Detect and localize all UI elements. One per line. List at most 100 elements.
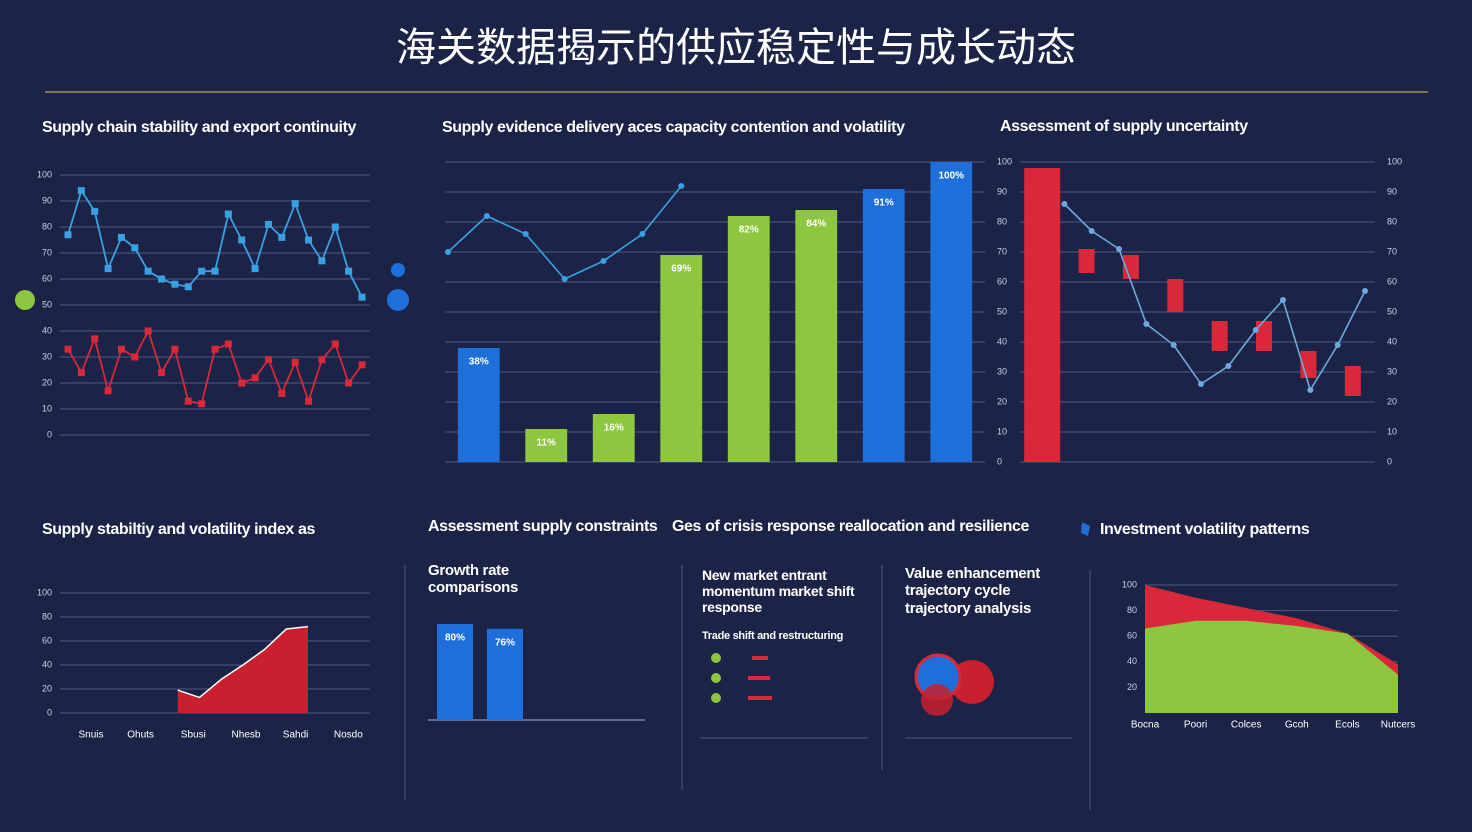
x-tick-label: Sbusi: [181, 730, 206, 741]
point: [264, 356, 272, 364]
y-tick-label: 0: [997, 456, 1002, 466]
point: [144, 267, 152, 275]
point: [77, 187, 85, 195]
y-tick-label: 70: [997, 246, 1007, 256]
point: [104, 387, 112, 395]
point: [678, 183, 685, 189]
candle: [1167, 279, 1184, 312]
legend-swatch: [748, 676, 770, 680]
y-tick-label: 20: [42, 683, 52, 693]
point: [131, 244, 139, 252]
point: [639, 231, 646, 237]
x-tick-label: Ecols: [1335, 720, 1359, 731]
point: [64, 345, 72, 353]
point: [158, 275, 166, 283]
point: [1362, 288, 1368, 294]
point: [171, 280, 179, 288]
x-tick-label: Snuis: [78, 730, 103, 741]
point: [158, 369, 166, 377]
y-tick-label: 100: [37, 169, 52, 179]
point: [291, 200, 299, 208]
y-tick-label: 30: [42, 351, 52, 361]
y-tick-label: 30: [1387, 366, 1397, 376]
point: [104, 265, 112, 273]
point: [345, 379, 353, 387]
point: [198, 400, 206, 408]
panel-subtitle: Trade shift and restructuring: [702, 630, 844, 642]
point: [600, 258, 607, 264]
point: [1170, 342, 1177, 348]
y-tick-label: 10: [1387, 426, 1397, 436]
point: [91, 335, 99, 343]
value-label: 11%: [537, 438, 557, 449]
page-title: 海关数据揭示的供应稳定性与成长动态: [396, 25, 1076, 71]
x-tick-label: Gcoh: [1285, 720, 1309, 731]
series-line: [67, 328, 363, 405]
point: [305, 397, 313, 405]
y-tick-label: 60: [997, 276, 1007, 286]
decor-icon: [1081, 522, 1090, 536]
x-tick-label: Bocna: [1131, 720, 1160, 731]
candle: [1256, 321, 1273, 351]
point: [264, 220, 272, 228]
point: [318, 257, 326, 265]
value-label: 91%: [874, 198, 894, 209]
point: [171, 345, 179, 353]
y-tick-label: 50: [997, 306, 1007, 316]
point: [77, 369, 85, 377]
x-tick-label: Poori: [1184, 720, 1207, 731]
y-tick-label: 0: [1387, 456, 1392, 466]
y-tick-label: 70: [1387, 246, 1397, 256]
point: [131, 353, 139, 361]
chart-title: Supply stabiltiy and volatility index as: [42, 521, 315, 538]
point: [238, 236, 246, 244]
y-tick-label: 40: [42, 325, 52, 335]
panel-title: New market entrant momentum market shift…: [702, 567, 855, 616]
area: [1145, 620, 1398, 713]
series-line: [67, 188, 363, 298]
y-tick-label: 70: [42, 247, 52, 257]
point: [184, 283, 192, 291]
bar: [525, 429, 568, 462]
value-label: 38%: [469, 357, 489, 368]
x-tick-label: Nhesb: [232, 730, 261, 741]
point: [358, 361, 366, 369]
bar: [727, 216, 770, 462]
bar: [930, 162, 973, 462]
legend-swatch: [752, 656, 768, 660]
x-tick-label: Ohuts: [127, 730, 154, 741]
y-tick-label: 90: [997, 186, 1007, 196]
x-tick-label: Sahdi: [283, 730, 309, 741]
point: [117, 345, 125, 353]
y-tick-label: 60: [1387, 276, 1397, 286]
legend-dot: [711, 653, 721, 663]
point: [144, 327, 152, 335]
bar: [592, 414, 635, 462]
point: [1088, 228, 1095, 234]
candle: [1024, 168, 1061, 462]
legend-dot: [711, 673, 721, 683]
point: [1280, 297, 1287, 303]
legend-swatch: [748, 696, 772, 700]
series-line: [1063, 203, 1366, 392]
value-label: 76%: [495, 637, 515, 648]
venn-circle: [921, 684, 953, 716]
point: [117, 233, 125, 241]
candle: [1211, 321, 1228, 351]
value-label: 82%: [739, 225, 759, 236]
point: [345, 267, 353, 275]
panel-title: Ges of crisis response reallocation and …: [672, 518, 1030, 535]
panel-title: Value enhancement trajectory cycle traje…: [905, 565, 1040, 617]
y-tick-label: 40: [42, 659, 52, 669]
point: [1143, 321, 1150, 327]
y-tick-label: 20: [42, 377, 52, 387]
y-tick-label: 10: [42, 403, 52, 413]
y-tick-label: 40: [1127, 656, 1137, 666]
decor-dot: [391, 263, 405, 277]
y-tick-label: 20: [1387, 396, 1397, 406]
y-tick-label: 30: [997, 366, 1007, 376]
point: [1307, 387, 1314, 393]
bar: [437, 624, 473, 720]
point: [278, 233, 286, 241]
